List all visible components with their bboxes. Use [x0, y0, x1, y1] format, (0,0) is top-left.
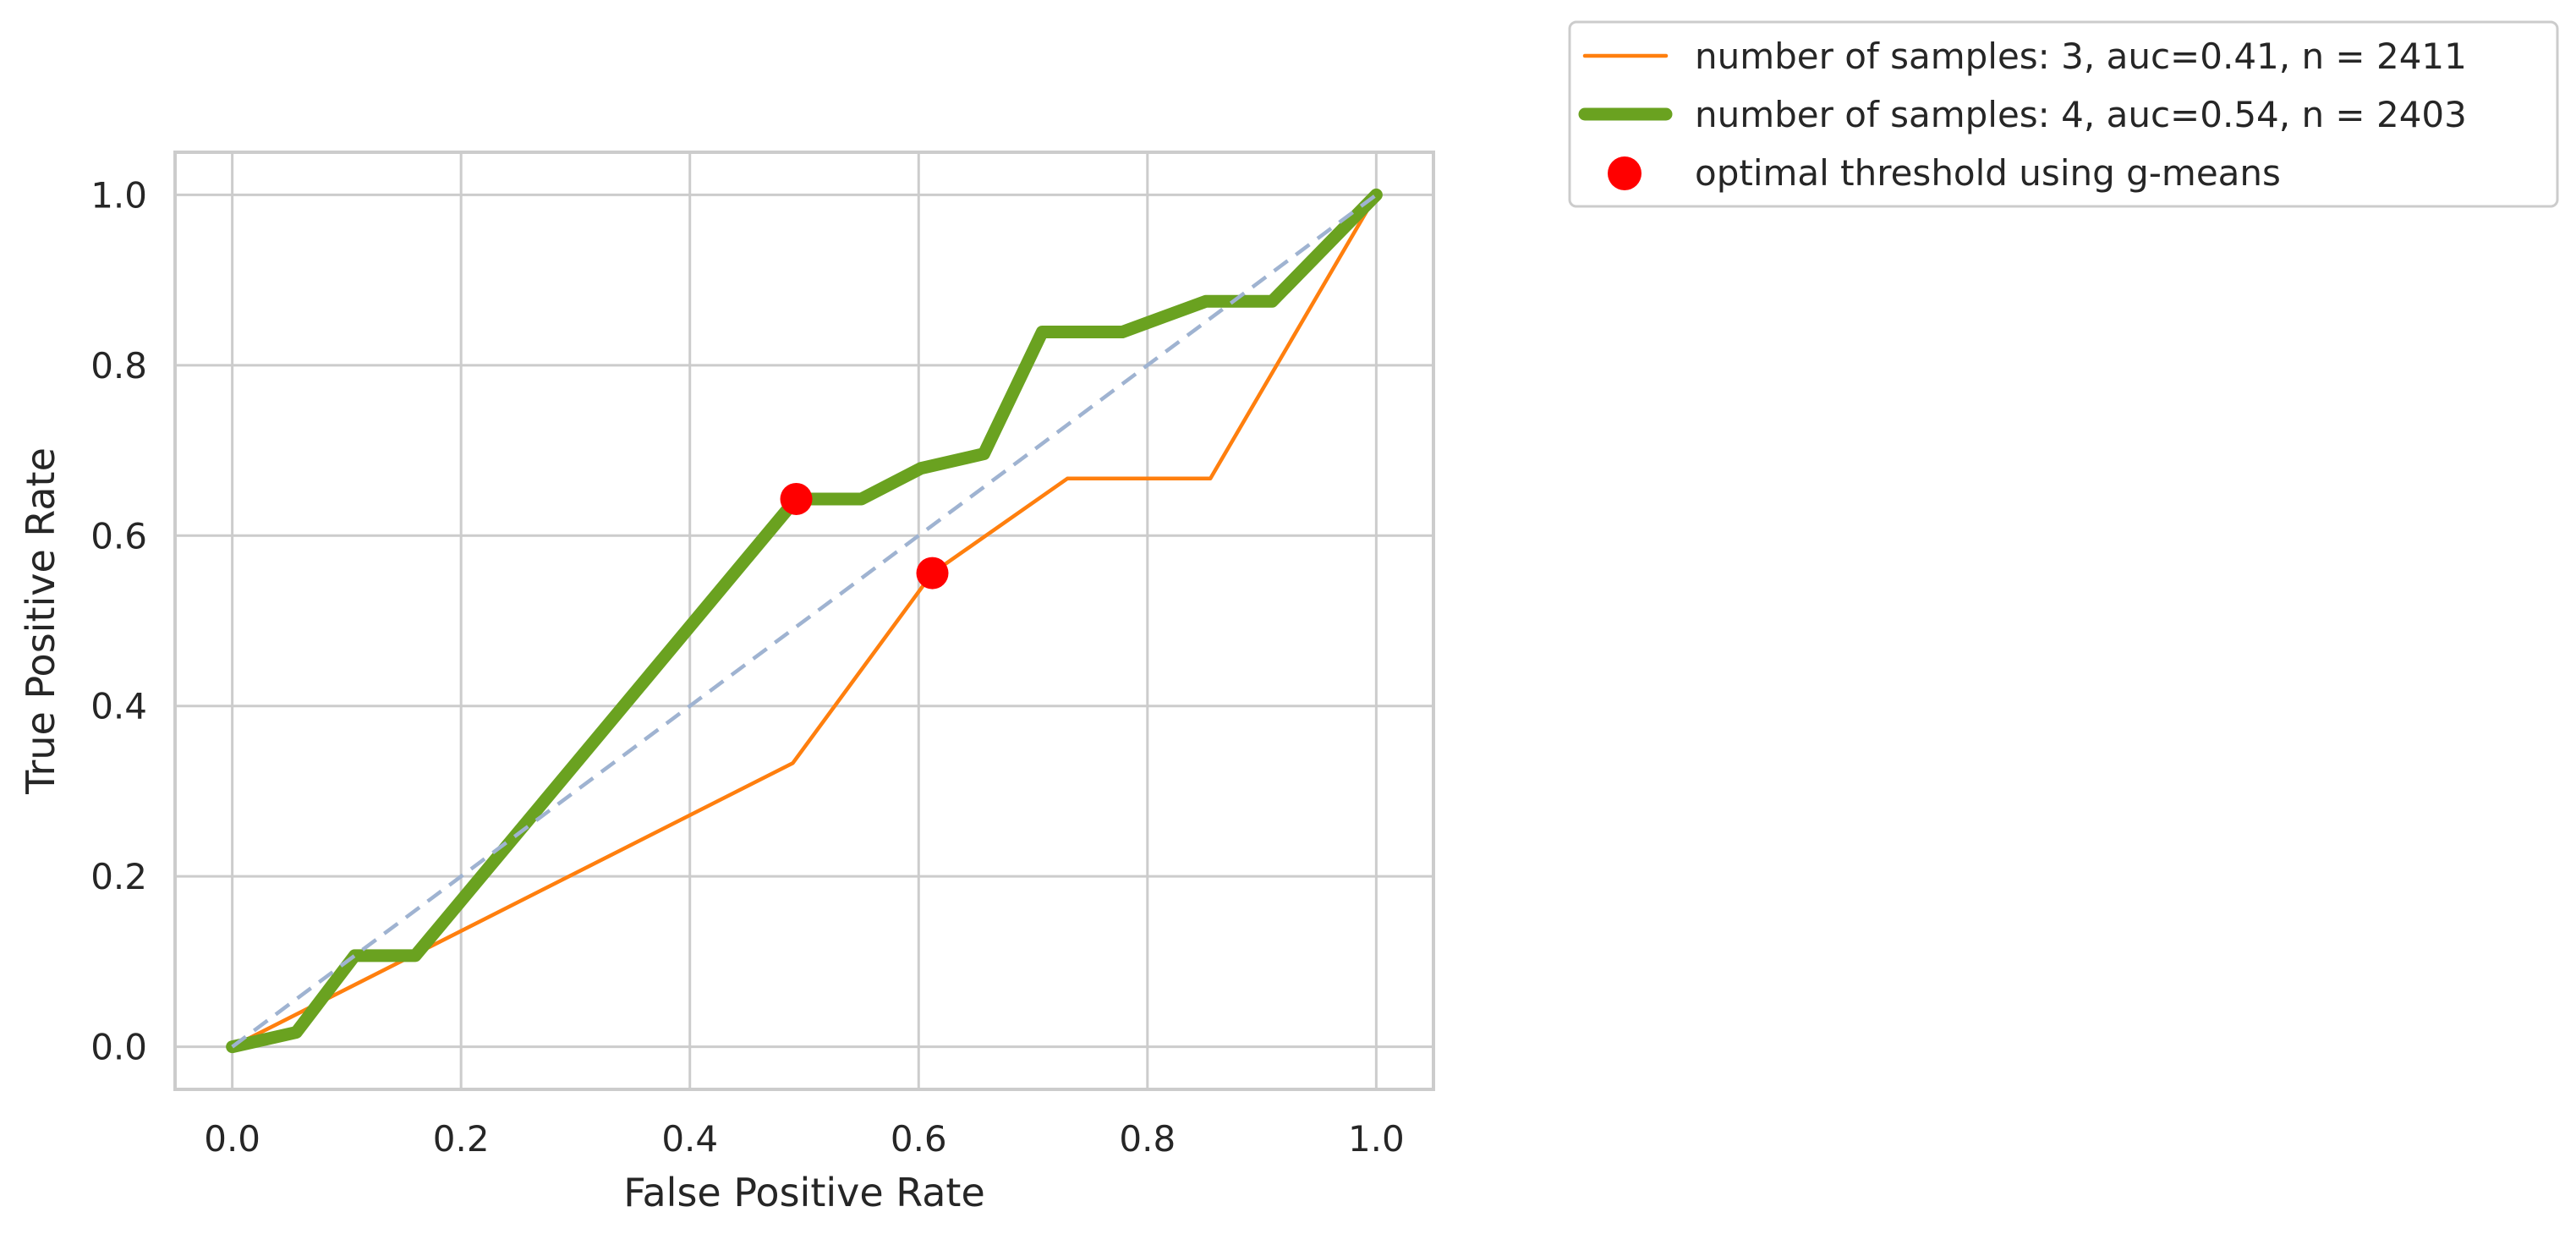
y-tick-label: 0.0	[90, 1027, 147, 1068]
optimal-threshold-point	[780, 482, 813, 515]
x-tick-labels: 0.0 0.2 0.4 0.6 0.8 1.0	[204, 1118, 1405, 1160]
legend-frame	[1568, 20, 2559, 208]
y-tick-label: 0.2	[90, 856, 147, 897]
legend-label-optimal-threshold: optimal threshold using g-means	[1695, 152, 2281, 194]
legend-label-series-2: number of samples: 4, auc=0.54, n = 2403	[1695, 94, 2467, 135]
x-tick-label: 0.4	[661, 1118, 718, 1160]
x-axis-label: False Positive Rate	[623, 1170, 985, 1215]
y-tick-label: 1.0	[90, 174, 147, 216]
series-line-1	[230, 193, 1378, 1049]
x-tick-label: 1.0	[1348, 1118, 1405, 1160]
y-tick-label: 0.8	[90, 345, 147, 387]
series-layer	[226, 188, 1383, 1054]
y-tick-label: 0.4	[90, 686, 147, 727]
y-axis-label: True Positive Rate	[18, 447, 63, 795]
series-line-2	[226, 188, 1383, 1054]
x-tick-label: 0.6	[891, 1118, 947, 1160]
x-tick-label: 0.8	[1119, 1118, 1176, 1160]
x-tick-label: 0.2	[433, 1118, 490, 1160]
reference-diagonal-line	[231, 193, 1378, 1049]
legend-label-series-1: number of samples: 3, auc=0.41, n = 2411	[1695, 36, 2467, 77]
x-tick-label: 0.0	[204, 1118, 260, 1160]
optimal-points-layer	[780, 482, 949, 590]
optimal-threshold-point	[916, 557, 949, 590]
y-tick-label: 0.6	[90, 515, 147, 557]
plot-frame	[173, 151, 1435, 1091]
y-tick-labels: 0.0 0.2 0.4 0.6 0.8 1.0	[90, 174, 147, 1067]
legend-marker-optimal-threshold	[1608, 156, 1642, 190]
legend: number of samples: 3, auc=0.41, n = 2411…	[1568, 20, 2559, 208]
